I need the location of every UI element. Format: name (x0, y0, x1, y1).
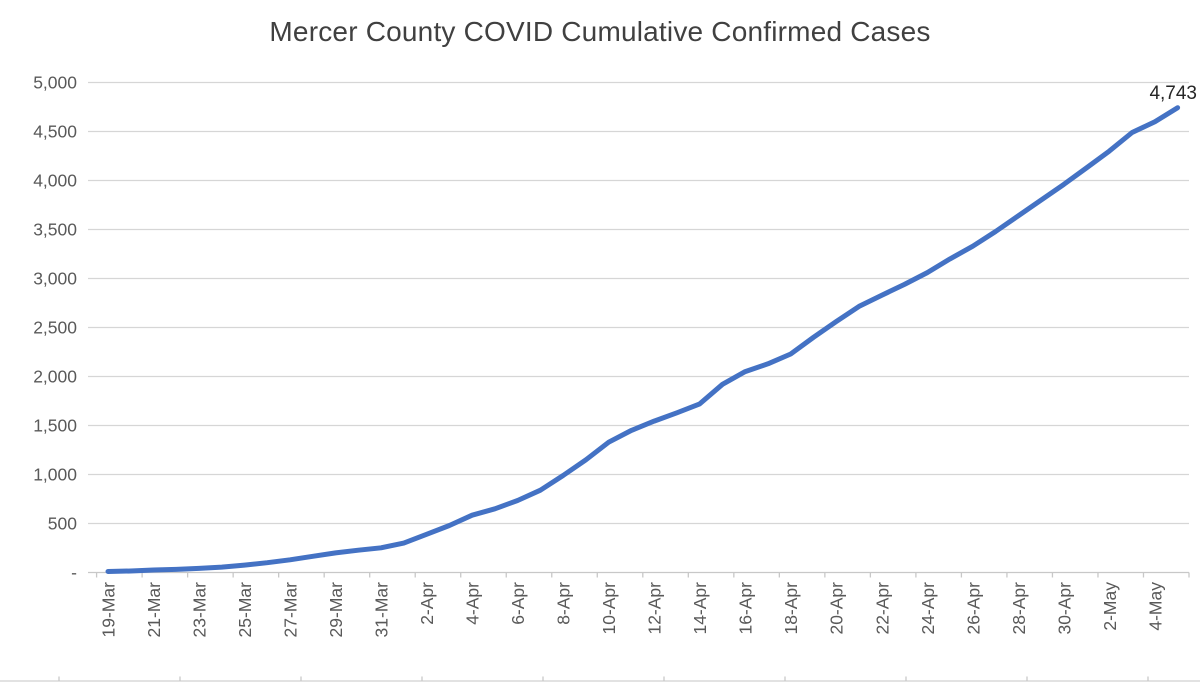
x-axis-label: 2-May (1100, 582, 1120, 631)
x-axis-label: 12-Apr (645, 582, 665, 635)
x-axis-label: 4-May (1145, 582, 1165, 631)
x-axis-label: 31-Mar (372, 582, 392, 638)
x-axis-label: 23-Mar (190, 582, 210, 638)
x-axis-label: 25-Mar (235, 582, 255, 638)
end-value-label: 4,743 (1149, 83, 1197, 104)
x-axis-label: 16-Apr (736, 582, 756, 635)
y-axis-label: 2,000 (33, 367, 77, 387)
y-axis-label: 2,500 (33, 318, 77, 338)
series-line (105, 105, 1181, 574)
x-axis-label: 14-Apr (690, 582, 710, 635)
y-axis-label: 4,000 (33, 171, 77, 191)
x-axis-label: 21-Mar (144, 582, 164, 638)
x-axis-label: 18-Apr (781, 582, 801, 635)
x-axis-label: 2-Apr (417, 582, 437, 625)
y-axis-label: 5,000 (33, 73, 77, 93)
y-axis-label: 3,000 (33, 269, 77, 289)
y-axis-label: 1,000 (33, 465, 77, 485)
x-axis-label: 8-Apr (554, 582, 574, 625)
x-axis-label: 27-Mar (281, 582, 301, 638)
y-axis-label: 4,500 (33, 122, 77, 142)
chart-title: Mercer County COVID Cumulative Confirmed… (269, 16, 931, 47)
x-axis-label: 22-Apr (872, 582, 892, 635)
x-axis-label: 4-Apr (463, 582, 483, 625)
y-axis-label: 500 (48, 514, 77, 534)
x-axis-label: 19-Mar (98, 582, 118, 638)
x-axis-label: 6-Apr (508, 582, 528, 625)
y-axis-label: - (71, 563, 77, 583)
y-axis-label: 3,500 (33, 220, 77, 240)
y-axis-label: 1,500 (33, 416, 77, 436)
x-axis-label: 30-Apr (1054, 582, 1074, 635)
x-axis-label: 10-Apr (599, 582, 619, 635)
x-axis-label: 28-Apr (1009, 582, 1029, 635)
x-axis-label: 26-Apr (963, 582, 983, 635)
x-axis-label: 29-Mar (326, 582, 346, 638)
x-axis-label: 20-Apr (827, 582, 847, 635)
x-axis-label: 24-Apr (918, 582, 938, 635)
